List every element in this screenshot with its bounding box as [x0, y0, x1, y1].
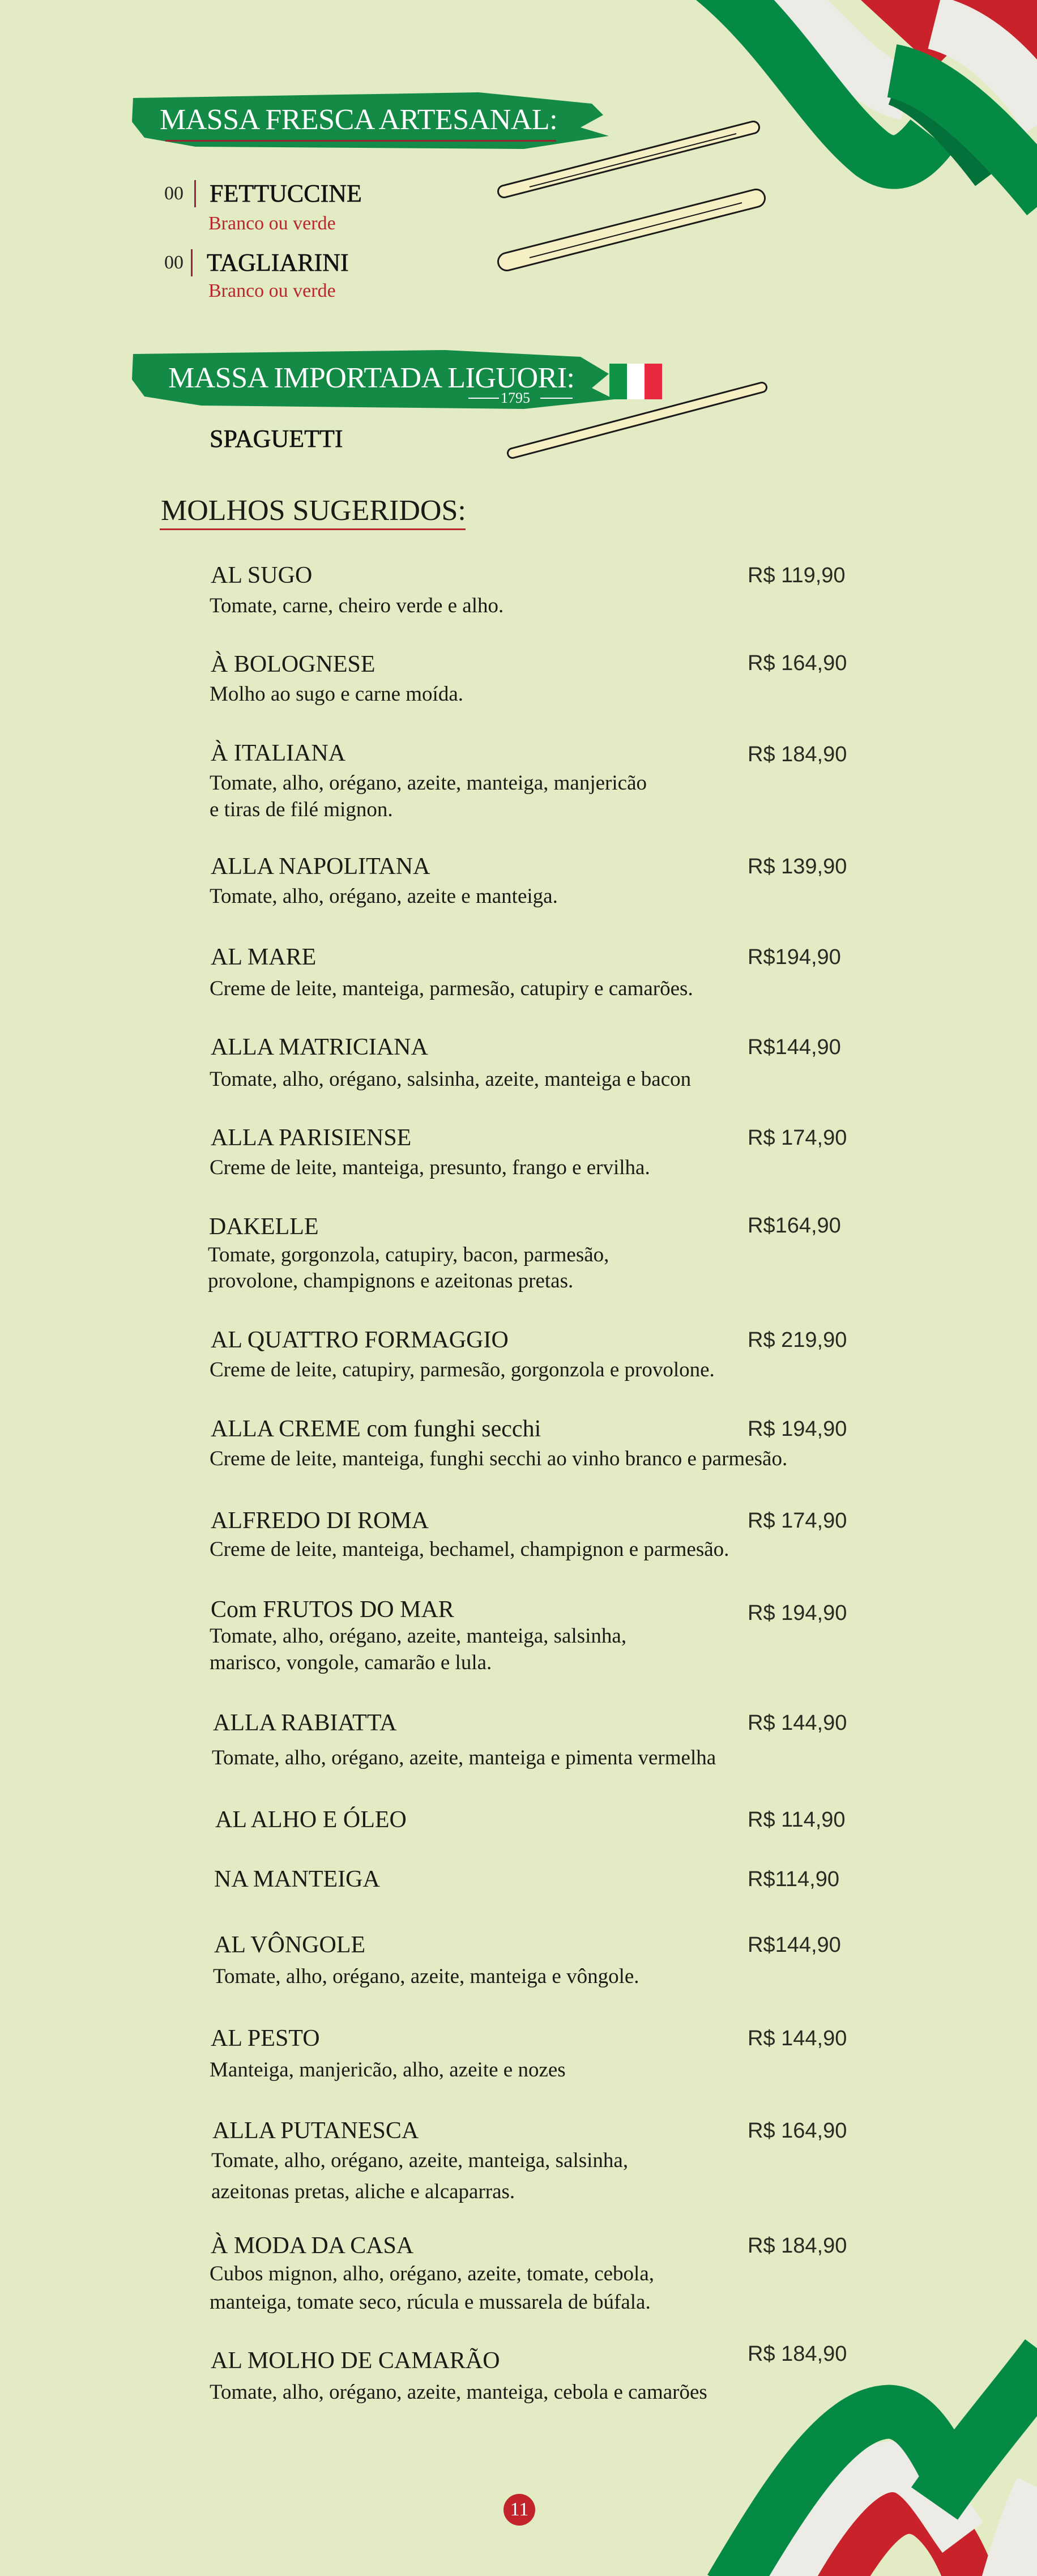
item-description: Creme de leite, manteiga, parmesão, catu… — [210, 977, 693, 1001]
item-name: AL ALHO E ÓLEO — [215, 1806, 407, 1833]
item-description: Tomate, alho, orégano, azeite, manteiga,… — [211, 2149, 629, 2173]
item-description: Tomate, alho, orégano, azeite, manteiga,… — [210, 2381, 707, 2404]
item-name: ALLA CREME com funghi secchi — [211, 1415, 541, 1442]
bottom-ribbon — [707, 2339, 1037, 2576]
item-name: NA MANTEIGA — [214, 1866, 380, 1892]
item-price: R$144,90 — [748, 1933, 841, 1957]
item-price: R$ 174,90 — [748, 1126, 847, 1150]
item-price: R$ 184,90 — [748, 2342, 847, 2366]
item-price: R$ 174,90 — [748, 1509, 847, 1533]
item-price: R$ 139,90 — [748, 855, 847, 879]
tagliarini-drawing-icon — [497, 189, 766, 271]
item-description: Creme de leite, manteiga, presunto, fran… — [210, 1156, 650, 1180]
item-name: DAKELLE — [209, 1213, 319, 1240]
item-price: R$ 144,90 — [748, 1711, 847, 1735]
item-description: Molho ao sugo e carne moída. — [210, 683, 463, 706]
item-description: Creme de leite, manteiga, funghi secchi … — [210, 1447, 788, 1471]
section-title-imported-pasta: MASSA IMPORTADA LIGUORI: — [168, 362, 575, 394]
item-price: R$ 194,90 — [748, 1601, 847, 1626]
item-price: R$ 144,90 — [748, 2027, 847, 2051]
item-name: À ITALIANA — [211, 740, 346, 766]
item-name: TAGLIARINI — [207, 249, 349, 276]
item-name-spaguetti: SPAGUETTI — [210, 425, 343, 453]
item-description: Tomate, alho, orégano, azeite, manteiga,… — [210, 1624, 627, 1648]
title-underline — [160, 528, 466, 530]
item-name: ALLA MATRICIANA — [211, 1034, 428, 1060]
year-rule-left — [468, 398, 499, 399]
item-price: R$ 164,90 — [748, 651, 847, 676]
fettuccine-drawing-icon — [497, 121, 760, 198]
divider — [194, 180, 196, 207]
item-variant: Branco ou verde — [208, 213, 336, 234]
item-description: Creme de leite, manteiga, bechamel, cham… — [210, 1538, 729, 1562]
item-name: AL PESTO — [211, 2025, 320, 2052]
item-price: R$ 164,90 — [748, 2119, 847, 2143]
item-price: R$144,90 — [748, 1035, 841, 1060]
green-brush-banner — [132, 350, 614, 409]
item-name: Com FRUTOS DO MAR — [211, 1596, 454, 1623]
item-price: R$ 184,90 — [748, 2234, 847, 2258]
item-price: R$194,90 — [748, 945, 841, 970]
item-description: azeitonas pretas, aliche e alcaparras. — [211, 2180, 515, 2204]
item-price: R$ 194,90 — [748, 1417, 847, 1441]
item-name: ALFREDO DI ROMA — [211, 1507, 429, 1534]
item-description: marisco, vongole, camarão e lula. — [210, 1651, 492, 1675]
spaghetti-drawing-icon — [507, 382, 767, 459]
item-price: R$ 219,90 — [748, 1328, 847, 1353]
green-brush-banner — [132, 92, 609, 149]
item-description: Creme de leite, catupiry, parmesão, gorg… — [210, 1358, 715, 1382]
item-name: AL QUATTRO FORMAGGIO — [211, 1327, 509, 1353]
item-description: Tomate, gorgonzola, catupiry, bacon, par… — [208, 1243, 609, 1267]
item-name: FETTUCCINE — [210, 180, 362, 207]
pasta-drawings — [497, 121, 767, 459]
item-description: Tomate, carne, cheiro verde e alho. — [210, 594, 504, 618]
item-name: AL SUGO — [211, 562, 313, 588]
item-price: R$114,90 — [748, 1867, 839, 1892]
item-price: R$ 119,90 — [748, 564, 846, 588]
item-price: R$ 184,90 — [748, 743, 847, 767]
italian-flag-icon — [609, 364, 662, 399]
section-title-sauces: MOLHOS SUGERIDOS: — [161, 494, 466, 527]
item-name: AL VÔNGOLE — [214, 1931, 366, 1958]
item-description: Tomate, alho, orégano, azeite e manteiga… — [210, 885, 558, 909]
title-underline — [165, 140, 556, 142]
item-code: 00 — [164, 252, 183, 273]
item-description: Tomate, alho, orégano, azeite, manteiga,… — [210, 771, 647, 795]
item-description: Tomate, alho, orégano, azeite, manteiga … — [212, 1746, 716, 1770]
item-code: 00 — [164, 183, 183, 204]
item-name: À BOLOGNESE — [211, 651, 375, 677]
brand-year: 1795 — [501, 390, 530, 406]
item-name: AL MARE — [211, 944, 317, 970]
item-name: ALLA PARISIENSE — [211, 1124, 412, 1151]
divider — [191, 249, 193, 276]
item-description: provolone, champignons e azeitonas preta… — [208, 1269, 574, 1293]
item-description: e tiras de filé mignon. — [210, 798, 393, 822]
item-name: ALLA NAPOLITANA — [211, 853, 430, 880]
item-price: R$ 114,90 — [748, 1808, 846, 1832]
section-title-fresh-pasta: MASSA FRESCA ARTESANAL: — [160, 104, 558, 136]
item-name: À MODA DA CASA — [211, 2232, 414, 2259]
year-rule-right — [540, 398, 573, 399]
item-description: manteiga, tomate seco, rúcula e mussarel… — [210, 2291, 651, 2314]
top-ribbon — [695, 0, 1037, 216]
item-price: R$164,90 — [748, 1214, 841, 1238]
item-description: Tomate, alho, orégano, azeite, manteiga … — [213, 1965, 639, 1989]
item-description: Cubos mignon, alho, orégano, azeite, tom… — [210, 2262, 654, 2286]
item-name: AL MOLHO DE CAMARÃO — [211, 2347, 500, 2374]
item-name: ALLA RABIATTA — [213, 1709, 397, 1736]
page-number-badge: 11 — [503, 2494, 535, 2526]
item-name: ALLA PUTANESCA — [212, 2117, 419, 2144]
item-description: Tomate, alho, orégano, salsinha, azeite,… — [210, 1068, 692, 1091]
item-description: Manteiga, manjericão, alho, azeite e noz… — [210, 2058, 566, 2082]
item-variant: Branco ou verde — [208, 280, 336, 301]
